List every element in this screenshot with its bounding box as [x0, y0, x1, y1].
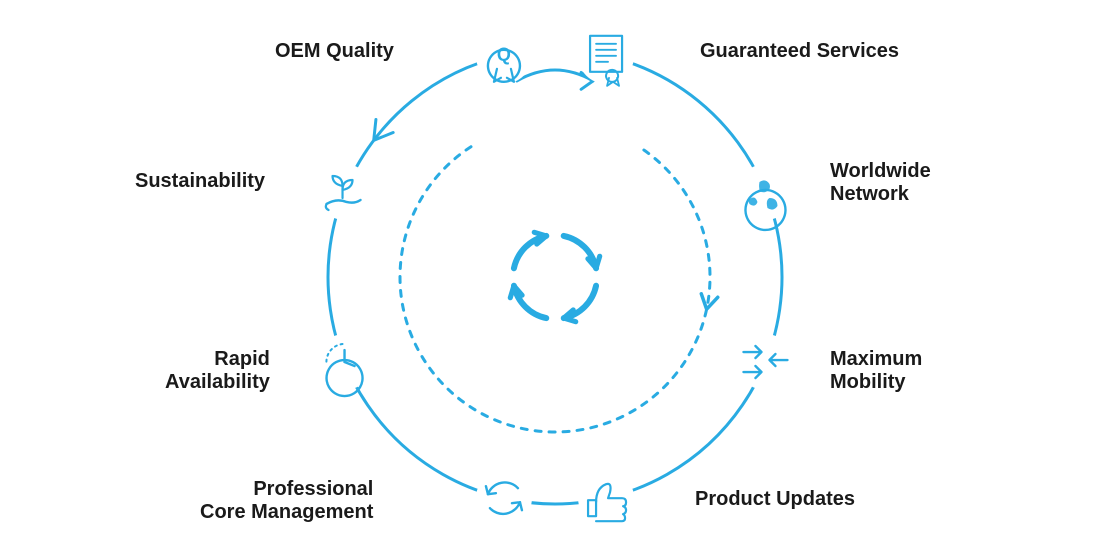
icon-halo — [317, 164, 373, 220]
icon-halo — [737, 334, 793, 390]
label-product-updates: Product Updates — [695, 488, 855, 511]
label-worldwide-network: Worldwide Network — [830, 160, 931, 206]
outer-ring — [328, 56, 782, 504]
label-sustainability: Sustainability — [135, 170, 265, 193]
label-oem-quality: OEM Quality — [275, 40, 394, 63]
icon-halo — [476, 470, 532, 526]
label-maximum-mobility: Maximum Mobility — [830, 348, 922, 394]
label-rapid-availability: Rapid Availability — [165, 348, 270, 394]
label-guaranteed-services: Guaranteed Services — [700, 40, 899, 63]
diagram-svg: Q — [0, 0, 1110, 555]
inner-dashed-ring — [400, 146, 710, 432]
svg-text:Q: Q — [497, 45, 511, 65]
label-professional-core-management: Professional Core Management — [200, 478, 373, 524]
circular-infographic: Q OEM Quality Guaranteed Services Worldwid… — [0, 0, 1110, 555]
